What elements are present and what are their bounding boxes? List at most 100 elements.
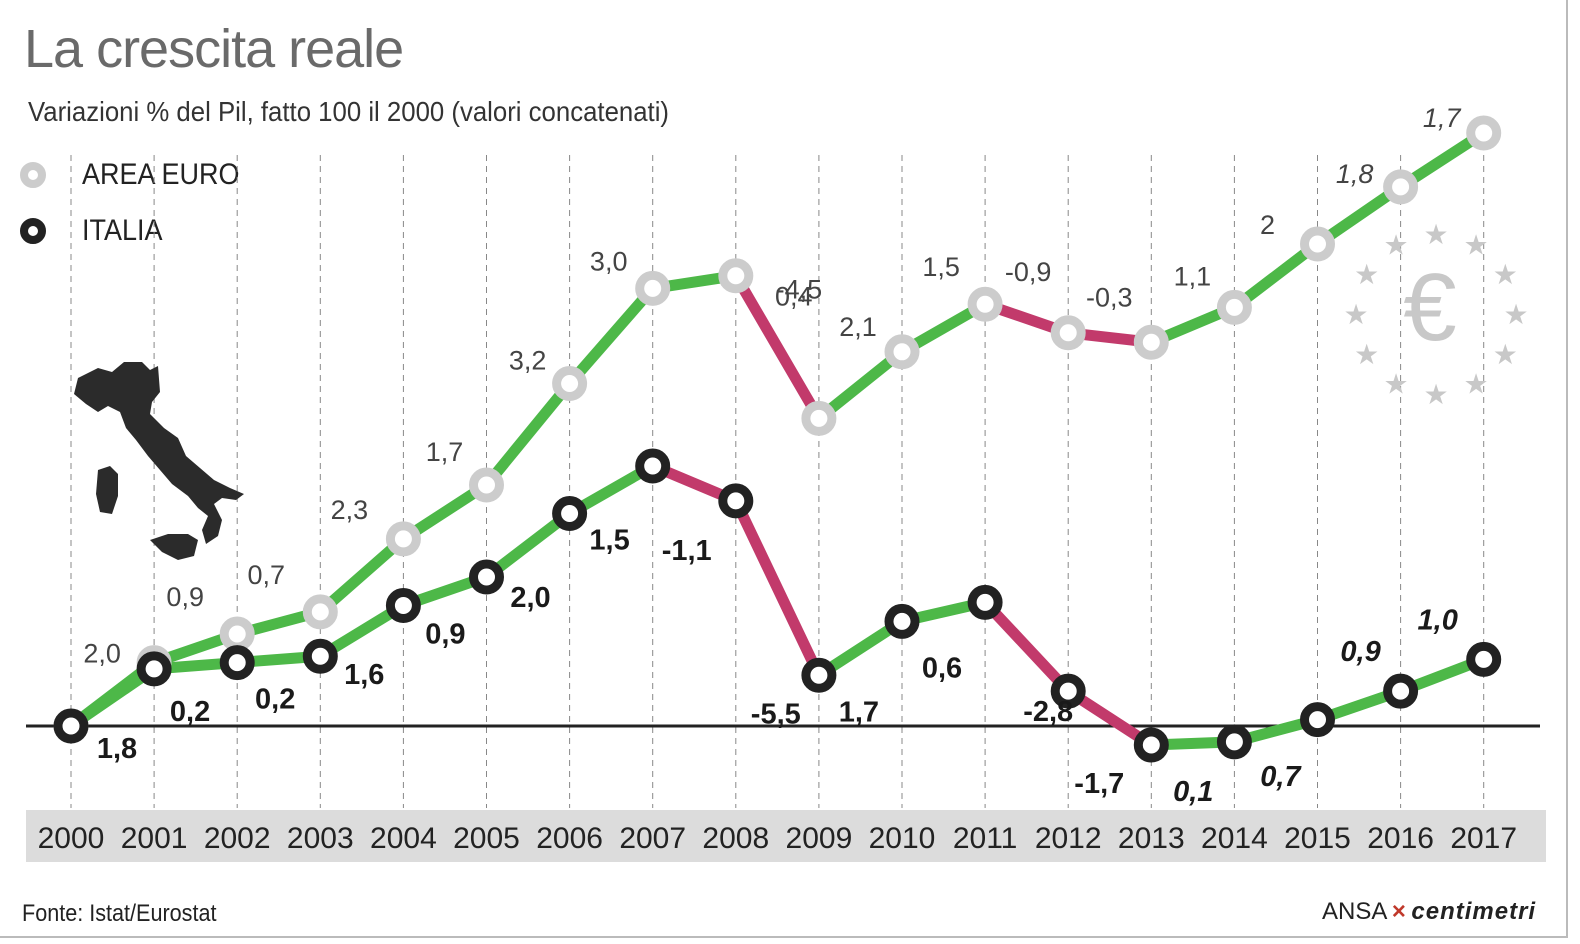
- euro-point-2005: [469, 467, 504, 503]
- legend-label-italia: ITALIA: [82, 214, 163, 247]
- italia-point-2014: [1216, 724, 1252, 760]
- year-label-2005: 2005: [453, 822, 520, 855]
- italia-series-points: [53, 448, 1502, 763]
- italia-data-label-2014: 0,7: [1260, 761, 1302, 793]
- euro-data-label-2016: 1,8: [1336, 159, 1374, 189]
- euro-stars-icon: € ★ ★★★★★★★★★★★: [1343, 219, 1528, 410]
- euro-series-points: [53, 115, 1502, 744]
- euro-data-label-2012: -0,9: [1005, 257, 1052, 287]
- italia-point-2003: [302, 638, 338, 674]
- italia-data-label-2007: -1,1: [662, 535, 712, 567]
- euro-segment-2009: [730, 270, 825, 424]
- year-label-2002: 2002: [204, 822, 271, 855]
- euro-star-icon: ★: [1343, 299, 1368, 330]
- euro-data-label-2009: -4,5: [776, 274, 823, 304]
- italia-point-2002: [219, 645, 255, 681]
- euro-data-label-2008: 0,4: [775, 282, 813, 312]
- euro-data-label-2001: 2,0: [83, 639, 121, 669]
- year-label-2000: 2000: [38, 822, 105, 855]
- euro-star-icon: ★: [1423, 379, 1448, 410]
- italia-data-label-2015: 0,9: [1340, 636, 1380, 668]
- euro-point-2006: [552, 366, 588, 402]
- italia-data-label-2012: -1,7: [1074, 768, 1124, 800]
- italia-point-2006: [552, 496, 588, 532]
- euro-data-label-2004: 2,3: [331, 495, 369, 525]
- euro-star-icon: ★: [1463, 368, 1488, 399]
- euro-star-icon: ★: [1463, 230, 1488, 261]
- credit-brand: centimetri: [1411, 898, 1537, 925]
- euro-point-2017: [1466, 115, 1502, 151]
- euro-point-2010: [884, 334, 920, 370]
- euro-segment-2006: [481, 378, 576, 491]
- euro-symbol-icon: €: [1403, 254, 1456, 361]
- euro-point-2009: [801, 400, 837, 436]
- euro-point-2003: [302, 594, 338, 630]
- euro-point-2015: [1300, 226, 1335, 262]
- euro-star-icon: ★: [1493, 339, 1518, 370]
- euro-data-labels: 2,0 0,9 0,7 2,3 1,7 3,2 3,0 0,4-4,5 2,1 1,5 -0,9 -0…: [83, 103, 1461, 669]
- italia-point-2011: [967, 584, 1003, 620]
- italia-data-label-2011: -2,8: [1023, 696, 1073, 728]
- italia-data-label-2010: 0,6: [922, 652, 962, 684]
- euro-point-2011: [967, 286, 1003, 322]
- italia-point-2013: [1133, 727, 1169, 763]
- gridlines: [70, 155, 1485, 808]
- euro-point-2013: [1133, 324, 1169, 360]
- italy-map-icon: [74, 362, 244, 560]
- year-label-2001: 2001: [121, 822, 188, 855]
- euro-point-2014: [1216, 289, 1252, 325]
- euro-data-label-2014: 1,1: [1174, 261, 1212, 291]
- year-label-2015: 2015: [1284, 822, 1351, 855]
- year-label-2011: 2011: [953, 822, 1018, 855]
- italia-data-label-2006: 1,5: [589, 525, 629, 557]
- chart-subtitle: Variazioni % del Pil, fatto 100 il 2000 …: [28, 96, 670, 127]
- year-label-2016: 2016: [1367, 822, 1434, 855]
- italia-data-label-2009: 1,7: [839, 696, 879, 728]
- year-labels: 2000 2001 2002 2003 2004 2005 2006 2007 2008 2009…: [38, 822, 1517, 855]
- year-label-2004: 2004: [370, 822, 437, 855]
- italia-point-2010: [884, 603, 920, 639]
- euro-star-icon: ★: [1503, 299, 1528, 330]
- legend-marker-euro: [20, 162, 46, 188]
- italia-point-2012: [1050, 673, 1086, 709]
- euro-data-label-2005: 1,7: [426, 437, 464, 467]
- euro-data-label-2015: 2: [1260, 210, 1275, 240]
- euro-data-label-2013: -0,3: [1086, 282, 1133, 312]
- euro-star-icon: ★: [1423, 219, 1448, 250]
- chart-title: La crescita reale: [24, 19, 404, 79]
- italia-point-2001: [136, 651, 172, 687]
- italia-data-label-2001: 0,2: [170, 696, 210, 728]
- euro-point-2002: [219, 616, 255, 652]
- italia-data-label-2004: 0,9: [425, 618, 465, 650]
- year-label-2014: 2014: [1201, 822, 1268, 855]
- credit: ANSA × centimetri: [1322, 898, 1536, 926]
- italia-data-label-2002: 0,2: [255, 684, 295, 716]
- euro-point-2012: [1050, 315, 1086, 351]
- year-axis-band: [26, 810, 1546, 862]
- source-note: Fonte: Istat/Eurostat: [22, 900, 217, 927]
- legend-item-italia: ITALIA: [20, 214, 171, 248]
- credit-agency: ANSA: [1322, 898, 1388, 925]
- euro-segment-2007: [564, 282, 659, 390]
- italia-point-2000: [53, 708, 89, 744]
- italia-data-label-2003: 1,6: [344, 659, 384, 691]
- euro-data-label-2007: 3,0: [590, 246, 628, 276]
- euro-data-label-2003: 0,7: [248, 560, 286, 590]
- euro-star-icon: ★: [1354, 339, 1379, 370]
- italia-point-2005: [469, 559, 504, 595]
- italia-data-label-2013: 0,1: [1173, 776, 1213, 808]
- italia-point-2004: [385, 587, 421, 623]
- year-label-2006: 2006: [536, 822, 603, 855]
- italia-data-label-2016: 1,0: [1418, 604, 1458, 636]
- euro-data-label-2017: 1,7: [1423, 103, 1462, 133]
- italia-point-2017: [1466, 641, 1502, 677]
- euro-star-icon: ★: [1383, 230, 1408, 261]
- legend-label-euro: AREA EURO: [82, 158, 240, 191]
- italia-data-label-2000: 1,8: [97, 733, 137, 765]
- euro-point-2016: [1383, 169, 1419, 205]
- italia-data-label-2008: -5,5: [751, 698, 801, 730]
- year-label-2007: 2007: [619, 822, 686, 855]
- year-label-2012: 2012: [1035, 822, 1102, 855]
